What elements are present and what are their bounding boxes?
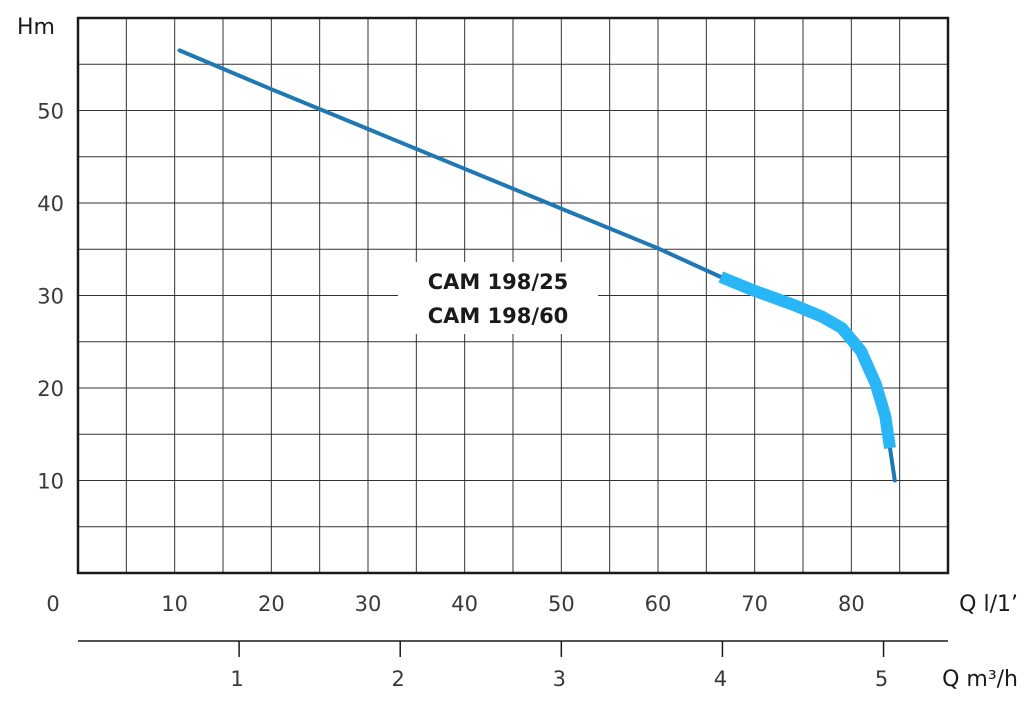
x-tick-label: 60 — [645, 592, 672, 616]
y-tick-labels: 10 20 30 40 50 — [37, 100, 64, 494]
x-axis-label: Q l/1’ — [959, 592, 1018, 617]
x-tick-labels: 0 10 20 30 40 50 60 70 80 — [46, 592, 864, 616]
secondary-tick-label: 3 — [553, 667, 566, 691]
secondary-x-axis-label: Q m³/h — [942, 667, 1018, 692]
x-tick-label: 0 — [46, 592, 59, 616]
series-label-background — [398, 262, 598, 334]
x-tick-label: 10 — [161, 592, 188, 616]
x-tick-label: 20 — [258, 592, 285, 616]
grid-horizontal — [78, 63, 948, 528]
series-label-1: CAM 198/25 — [428, 270, 569, 294]
x-tick-label: 40 — [451, 592, 478, 616]
secondary-tick-label: 2 — [392, 667, 405, 691]
x-tick-label: 50 — [548, 592, 575, 616]
y-axis-label: Hm — [17, 15, 55, 40]
y-tick-label: 30 — [37, 285, 64, 309]
series-line-highlight — [718, 271, 896, 449]
x-tick-label: 70 — [741, 592, 768, 616]
x-tick-label: 80 — [838, 592, 865, 616]
secondary-tick-label: 1 — [230, 667, 243, 691]
y-tick-label: 20 — [37, 377, 64, 401]
secondary-tick-label: 4 — [714, 667, 727, 691]
y-tick-label: 50 — [37, 100, 64, 124]
series-label-2: CAM 198/60 — [428, 304, 569, 328]
y-tick-label: 40 — [37, 192, 64, 216]
plot-frame — [76, 16, 950, 575]
secondary-x-ticks: 1 2 3 4 5 — [230, 641, 888, 691]
secondary-tick-label: 5 — [875, 667, 888, 691]
x-tick-label: 30 — [355, 592, 382, 616]
y-tick-label: 10 — [37, 470, 64, 494]
